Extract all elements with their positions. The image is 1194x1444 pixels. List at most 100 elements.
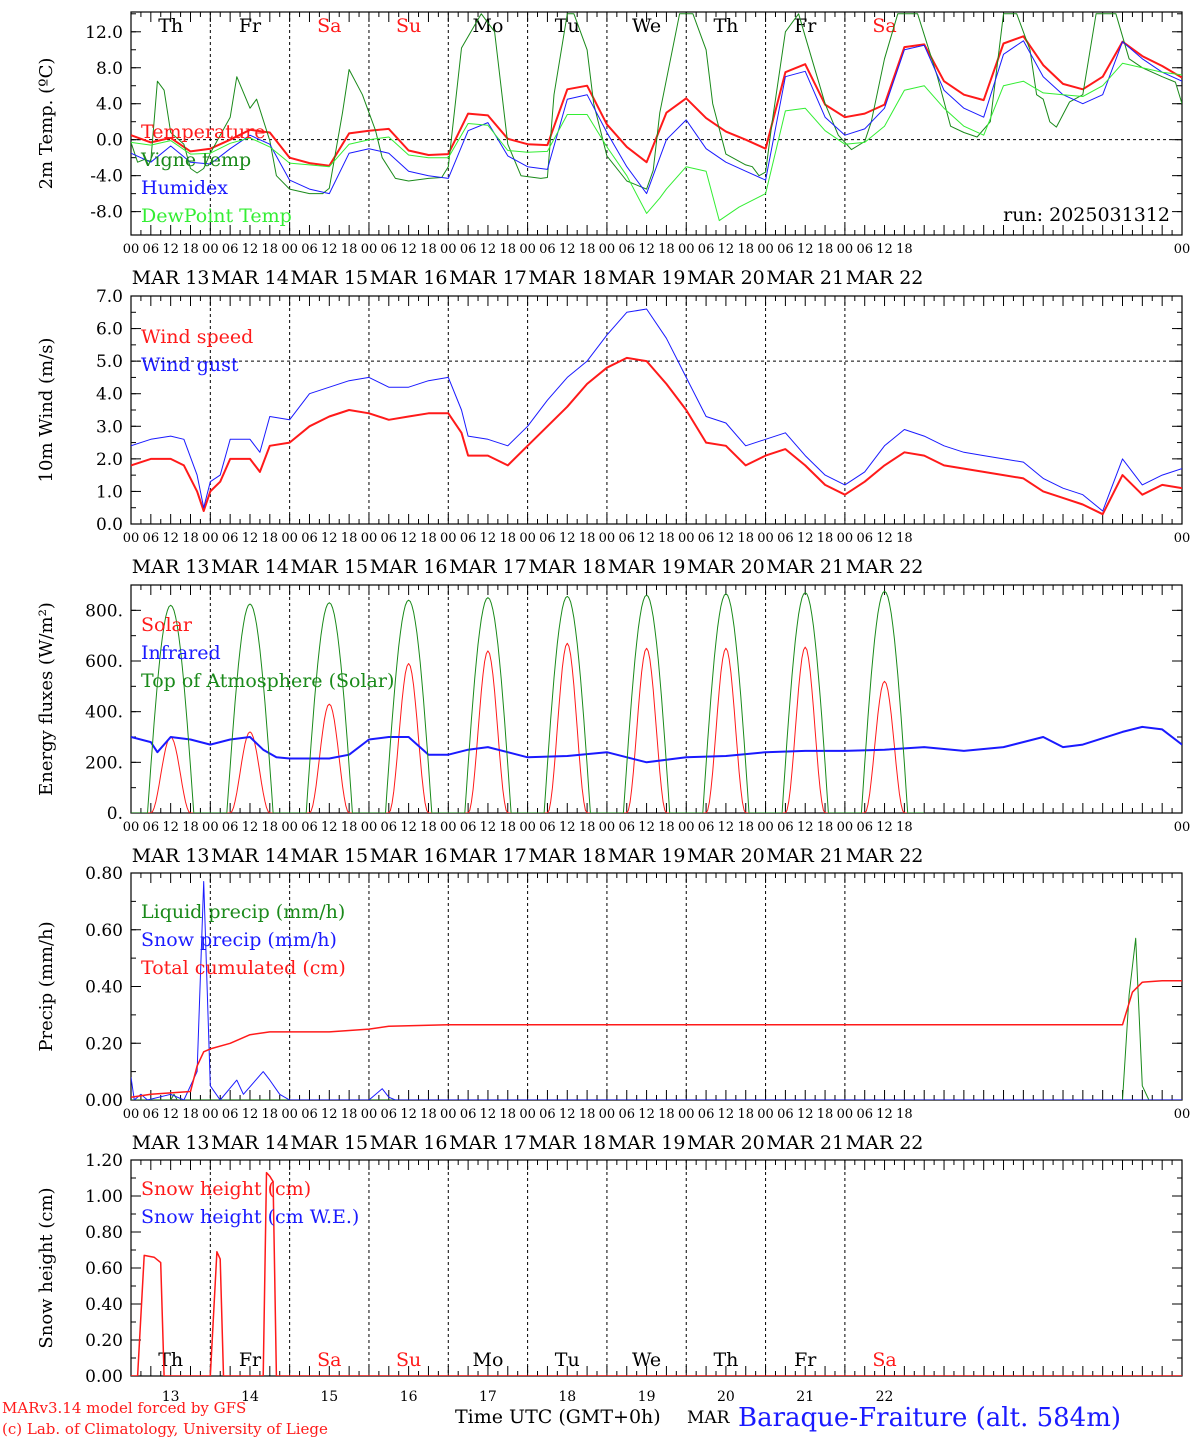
- x-hour-label: 06: [301, 242, 318, 257]
- x-hour-label: 12: [797, 1107, 814, 1122]
- y-tick-label: 0.: [107, 804, 123, 824]
- x-hour-label: 18: [896, 531, 913, 546]
- x-hour-label: 12: [718, 820, 735, 835]
- y-axis-title: Snow height (cm): [36, 1187, 57, 1348]
- x-hour-label: 06: [539, 242, 556, 257]
- run-annotation: run: 2025031312: [1003, 204, 1170, 226]
- x-hour-label: 00: [123, 242, 140, 257]
- y-tick-label: -8.0: [90, 203, 123, 223]
- model-credit: MARv3.14 model forced by GFS: [2, 1399, 246, 1417]
- y-axis-title: Precip (mm/h): [36, 921, 57, 1051]
- x-hour-label: 00: [361, 820, 378, 835]
- x-day-number: 20: [717, 1389, 735, 1405]
- series-group: [131, 1171, 1182, 1376]
- x-hour-label: 00: [440, 820, 457, 835]
- x-hour-label: 00: [123, 531, 140, 546]
- x-hour-label: 00: [202, 1107, 219, 1122]
- x-day-label: MAR 18: [528, 556, 606, 578]
- x-axis-title: Time UTC (GMT+0h): [455, 1406, 661, 1428]
- x-hour-label: 18: [817, 531, 834, 546]
- legend-entry: Wind speed: [141, 326, 253, 348]
- x-hour-label: 12: [797, 531, 814, 546]
- x-hour-label: 00: [837, 1107, 854, 1122]
- x-hour-label: 18: [420, 531, 437, 546]
- x-hour-label: 06: [460, 1107, 477, 1122]
- x-hour-label: 18: [896, 820, 913, 835]
- x-hour-label: 06: [301, 1107, 318, 1122]
- y-tick-label: 2.0: [96, 450, 123, 470]
- legend-entry: Wind gust: [141, 354, 239, 376]
- x-hour-label: 06: [143, 531, 160, 546]
- x-hour-label: 00: [837, 242, 854, 257]
- legend-entry: Snow precip (mm/h): [141, 929, 337, 951]
- x-hour-label: 18: [341, 242, 358, 257]
- x-hour-label: 06: [143, 242, 160, 257]
- series-group: [131, 881, 1182, 1100]
- x-hour-label: 06: [381, 242, 398, 257]
- x-hour-label: 12: [242, 531, 259, 546]
- x-day-number: 21: [796, 1389, 814, 1405]
- x-day-number: 19: [638, 1389, 656, 1405]
- x-day-label: MAR 20: [687, 845, 765, 867]
- weekday-label: Fr: [239, 1349, 262, 1371]
- x-hour-label: 12: [321, 531, 338, 546]
- series-line-temperature: [131, 35, 1182, 167]
- x-hour-label: 12: [559, 820, 576, 835]
- y-tick-label: 5.0: [96, 352, 123, 372]
- x-hour-label: 12: [559, 1107, 576, 1122]
- station-title: Baraque-Fraiture (alt. 584m): [738, 1403, 1121, 1433]
- x-day-label: MAR 13: [132, 556, 210, 578]
- weekday-label: Sa: [872, 1349, 896, 1371]
- x-hour-label: 06: [618, 1107, 635, 1122]
- x-hour-label: 18: [262, 242, 279, 257]
- y-tick-label: 0.40: [85, 1295, 123, 1315]
- weekday-label: Th: [713, 1349, 738, 1371]
- x-day-label: MAR 16: [370, 845, 448, 867]
- legend-entry: Vigne temp: [140, 149, 251, 171]
- x-day-label: MAR 17: [449, 556, 527, 578]
- y-tick-label: 600.: [85, 652, 123, 672]
- y-tick-label: 0.20: [85, 1331, 123, 1351]
- x-hour-label: 00: [281, 1107, 298, 1122]
- x-hour-label: 00: [599, 820, 616, 835]
- x-hour-label: 12: [242, 1107, 259, 1122]
- x-day-label: MAR 21: [766, 1132, 844, 1154]
- y-axis-title: 2m Temp. (ºC): [36, 58, 57, 190]
- weekday-label: Sa: [317, 1349, 341, 1371]
- x-hour-label: 06: [698, 820, 715, 835]
- x-hour-label: 18: [262, 820, 279, 835]
- x-hour-label: 18: [658, 820, 675, 835]
- x-hour-label: 06: [856, 531, 873, 546]
- plot-frame: [130, 295, 1183, 525]
- x-day-label: MAR 14: [211, 845, 289, 867]
- x-day-number: 13: [162, 1389, 180, 1405]
- legend-entry: DewPoint Temp: [141, 205, 292, 227]
- x-hour-label: 00: [757, 531, 774, 546]
- x-hour-label: 00: [599, 1107, 616, 1122]
- x-day-label: MAR 18: [528, 845, 606, 867]
- x-day-label: MAR 15: [290, 267, 368, 289]
- y-tick-label: 1.0: [96, 482, 123, 502]
- x-hour-label: 06: [301, 531, 318, 546]
- legend-entry: Solar: [141, 614, 193, 636]
- weekday-label: Su: [396, 1349, 421, 1371]
- series-line-liquid-precip-mm-h-: [131, 937, 1182, 1100]
- x-hour-label: 00: [678, 242, 695, 257]
- x-day-label: MAR 13: [132, 267, 210, 289]
- y-axis-title: Energy fluxes (W/m²): [36, 602, 57, 796]
- x-hour-label: 00: [1174, 531, 1191, 546]
- x-day-label: MAR 17: [449, 1132, 527, 1154]
- x-hour-label: 00: [361, 531, 378, 546]
- x-hour-label: 06: [539, 531, 556, 546]
- x-hour-label: 12: [480, 820, 497, 835]
- y-tick-label: 0.40: [85, 978, 123, 998]
- x-day-number: 22: [876, 1389, 894, 1405]
- x-hour-label: 12: [638, 1107, 655, 1122]
- x-hour-label: 00: [1174, 1107, 1191, 1122]
- x-hour-label: 18: [579, 820, 596, 835]
- x-day-label: MAR 22: [846, 556, 924, 578]
- x-hour-label: 18: [737, 820, 754, 835]
